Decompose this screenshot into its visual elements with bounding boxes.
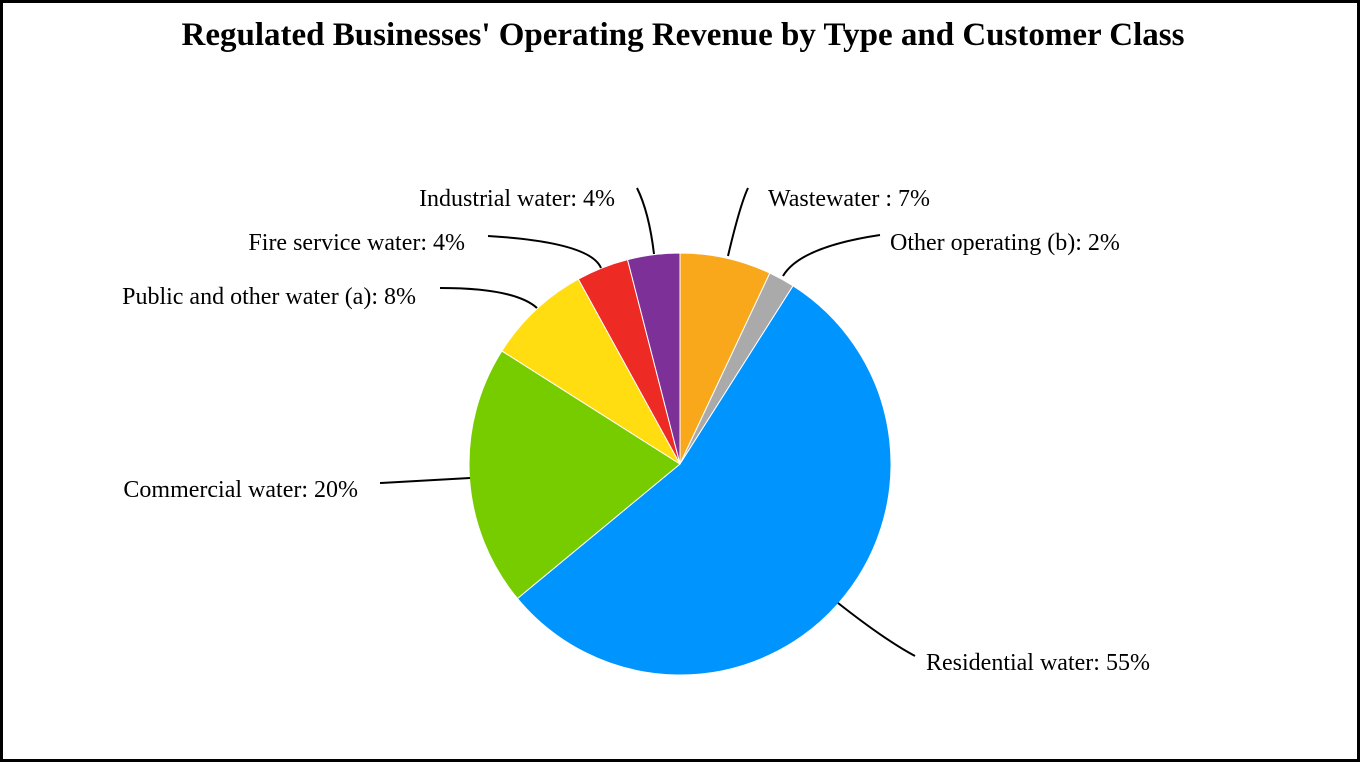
data-label-residential-water: Residential water: 55% — [926, 650, 1150, 676]
pie-labels: Wastewater : 7% Other operating (b): 2% Re… — [122, 186, 1150, 676]
chart-title: Regulated Businesses' Operating Revenue … — [181, 17, 1185, 53]
data-label-wastewater: Wastewater : 7% — [768, 186, 930, 212]
pie-slice-public-and-other-water-a — [501, 278, 681, 465]
data-label-other-operating-b: Other operating (b): 2% — [890, 230, 1120, 256]
data-label-industrial-water: Industrial water: 4% — [419, 186, 615, 212]
leader-line-other-operating-b — [782, 234, 881, 277]
leader-line-commercial-water — [379, 477, 471, 484]
leader-line-fire-service-water — [487, 235, 602, 269]
pie-slice-industrial-water — [626, 252, 681, 465]
leader-line-industrial-water — [636, 187, 655, 255]
data-label-commercial-water: Commercial water: 20% — [123, 477, 358, 503]
leader-line-residential-water — [837, 602, 916, 657]
pie-slices — [468, 252, 892, 676]
data-label-public-and-other-water-a: Public and other water (a): 8% — [122, 284, 416, 310]
leader-line-wastewater — [727, 187, 749, 257]
leader-line-public-and-other-water-a — [439, 287, 538, 309]
data-label-fire-service-water: Fire service water: 4% — [248, 230, 465, 256]
